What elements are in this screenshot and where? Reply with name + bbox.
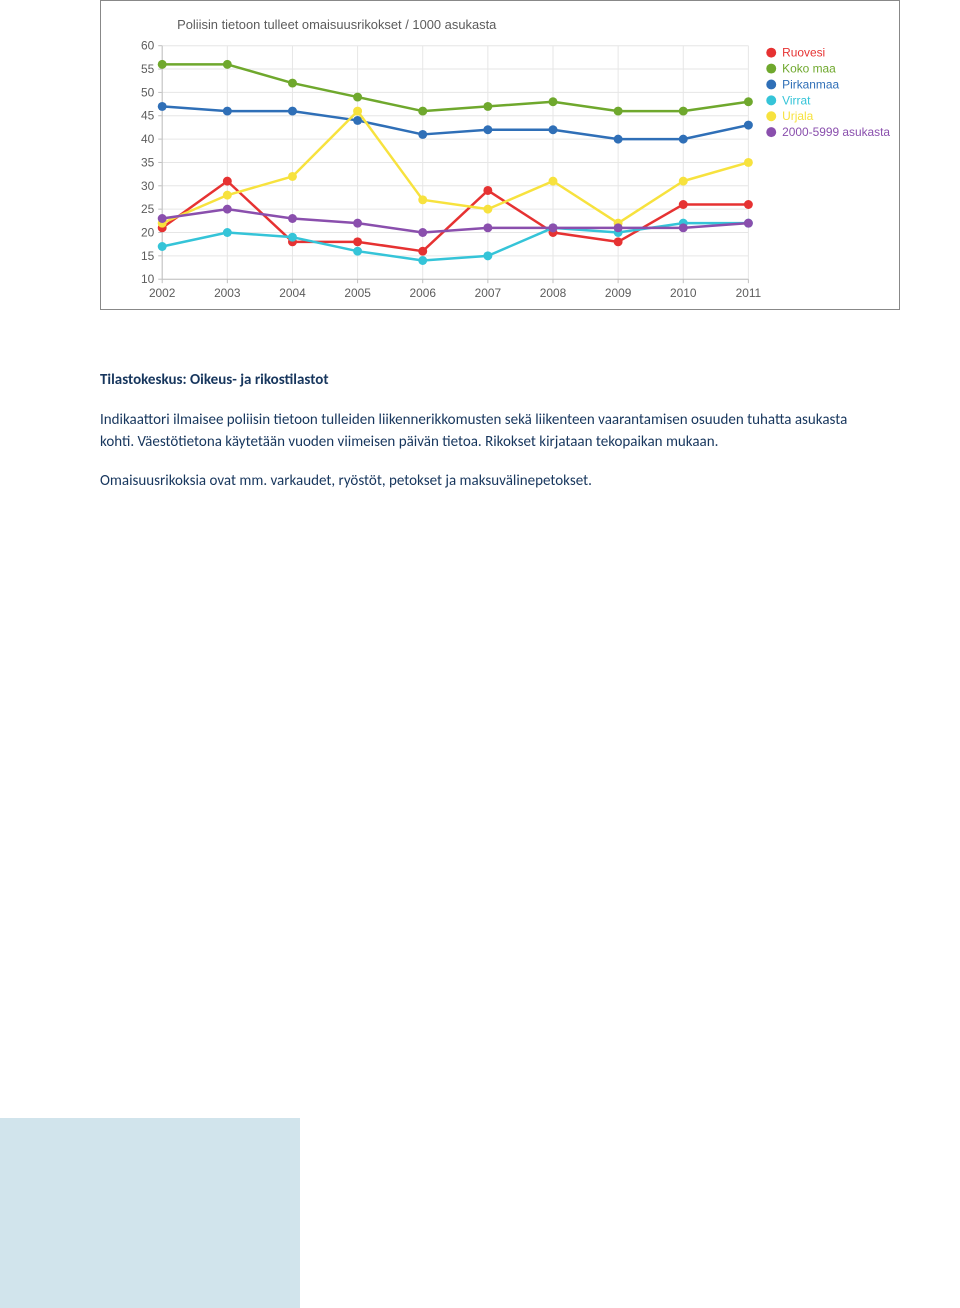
legend-marker (766, 127, 776, 137)
line-chart: Poliisin tietoon tulleet omaisuusrikokse… (101, 1, 899, 309)
series-marker (353, 107, 362, 116)
body-text: Tilastokeskus: Oikeus- ja rikostilastot … (100, 370, 870, 511)
series-marker (353, 93, 362, 102)
series-marker (223, 177, 232, 186)
series-marker (418, 247, 427, 256)
series-marker (483, 205, 492, 214)
series-marker (483, 223, 492, 232)
series-marker (744, 219, 753, 228)
series-marker (288, 79, 297, 88)
x-tick-label: 2009 (605, 286, 632, 300)
series-marker (353, 247, 362, 256)
series-marker (614, 237, 623, 246)
series-marker (418, 228, 427, 237)
x-tick-label: 2004 (279, 286, 306, 300)
series-marker (483, 125, 492, 134)
y-tick-label: 30 (141, 179, 155, 193)
series-marker (223, 191, 232, 200)
legend-marker (766, 64, 776, 74)
series-marker (158, 102, 167, 111)
series-marker (418, 256, 427, 265)
series-marker (549, 97, 558, 106)
series-marker (614, 107, 623, 116)
series-marker (483, 186, 492, 195)
series-marker (353, 237, 362, 246)
y-tick-label: 55 (141, 62, 155, 76)
series-marker (223, 228, 232, 237)
y-tick-label: 15 (141, 249, 155, 263)
series-marker (353, 219, 362, 228)
series-marker (744, 200, 753, 209)
y-tick-label: 25 (141, 202, 155, 216)
series-marker (679, 107, 688, 116)
paragraph-1: Indikaattori ilmaisee poliisin tietoon t… (100, 410, 870, 454)
series-marker (744, 97, 753, 106)
series-marker (223, 60, 232, 69)
chart-title: Poliisin tietoon tulleet omaisuusrikokse… (177, 17, 497, 32)
series-marker (418, 107, 427, 116)
source-line: Tilastokeskus: Oikeus- ja rikostilastot (100, 370, 870, 392)
legend-label: 2000-5999 asukasta (782, 125, 890, 139)
y-tick-label: 20 (141, 225, 155, 239)
x-tick-label: 2007 (475, 286, 502, 300)
x-tick-label: 2010 (670, 286, 697, 300)
x-tick-label: 2011 (736, 286, 762, 300)
legend-label: Pirkanmaa (782, 77, 839, 91)
y-tick-label: 40 (141, 132, 155, 146)
series-marker (288, 214, 297, 223)
series-marker (744, 121, 753, 130)
series-marker (679, 135, 688, 144)
legend-label: Koko maa (782, 62, 836, 76)
series-marker (158, 214, 167, 223)
series-marker (158, 60, 167, 69)
y-tick-label: 45 (141, 109, 155, 123)
legend-marker (766, 48, 776, 58)
series-marker (614, 135, 623, 144)
legend-label: Urjala (782, 109, 813, 123)
series-marker (549, 223, 558, 232)
series-marker (288, 107, 297, 116)
source-heading: Tilastokeskus: Oikeus- ja rikostilastot (100, 371, 329, 389)
series-marker (483, 102, 492, 111)
series-marker (679, 177, 688, 186)
paragraph-2: Omaisuusrikoksia ovat mm. varkaudet, ryö… (100, 471, 870, 493)
x-tick-label: 2005 (344, 286, 371, 300)
legend-marker (766, 79, 776, 89)
series-marker (549, 125, 558, 134)
series-marker (744, 158, 753, 167)
footer-block (0, 1118, 300, 1308)
series-marker (549, 177, 558, 186)
x-tick-label: 2003 (214, 286, 241, 300)
series-marker (614, 223, 623, 232)
series-marker (288, 172, 297, 181)
legend-marker (766, 111, 776, 121)
x-tick-label: 2008 (540, 286, 567, 300)
y-tick-label: 60 (141, 39, 155, 53)
legend-label: Ruovesi (782, 46, 825, 60)
x-tick-label: 2002 (149, 286, 176, 300)
series-marker (483, 251, 492, 260)
y-tick-label: 35 (141, 155, 155, 169)
legend-label: Virrat (782, 93, 811, 107)
series-marker (418, 195, 427, 204)
series-marker (679, 200, 688, 209)
series-marker (223, 205, 232, 214)
x-tick-label: 2006 (409, 286, 436, 300)
series-marker (223, 107, 232, 116)
y-tick-label: 10 (141, 272, 155, 286)
series-marker (288, 233, 297, 242)
series-marker (418, 130, 427, 139)
series-marker (158, 242, 167, 251)
y-tick-label: 50 (141, 85, 155, 99)
series-marker (679, 223, 688, 232)
chart-container: Poliisin tietoon tulleet omaisuusrikokse… (100, 0, 900, 310)
legend-marker (766, 95, 776, 105)
